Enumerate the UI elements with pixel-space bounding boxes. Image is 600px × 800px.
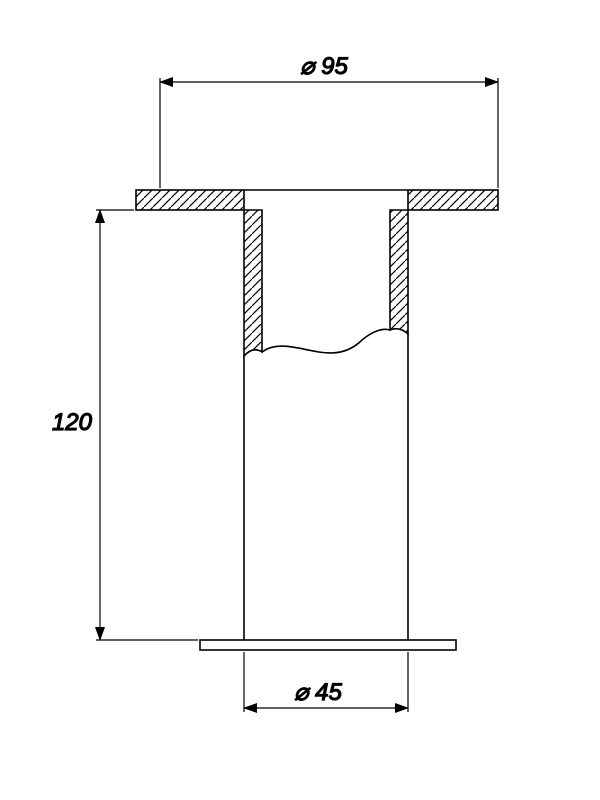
flange-left — [136, 190, 244, 210]
part-section — [136, 190, 498, 650]
dim-bottom-diameter: ⌀ 45 — [244, 652, 408, 712]
baseplate — [200, 640, 456, 650]
dim-bottom-diameter-label: ⌀ 45 — [294, 679, 342, 706]
dim-height: 120 — [52, 210, 198, 640]
section-break-wave — [262, 329, 390, 353]
dim-top-diameter-label: ⌀ 95 — [300, 53, 348, 80]
dim-height-label: 120 — [52, 409, 93, 436]
technical-drawing: ⌀ 95 120 ⌀ 45 — [0, 0, 600, 800]
tube-wall-left-upper — [244, 210, 262, 356]
flange-right — [408, 190, 498, 210]
tube-wall-right-upper — [390, 210, 408, 334]
dimensions: ⌀ 95 120 ⌀ 45 — [52, 53, 498, 712]
dim-top-diameter: ⌀ 95 — [160, 53, 498, 188]
